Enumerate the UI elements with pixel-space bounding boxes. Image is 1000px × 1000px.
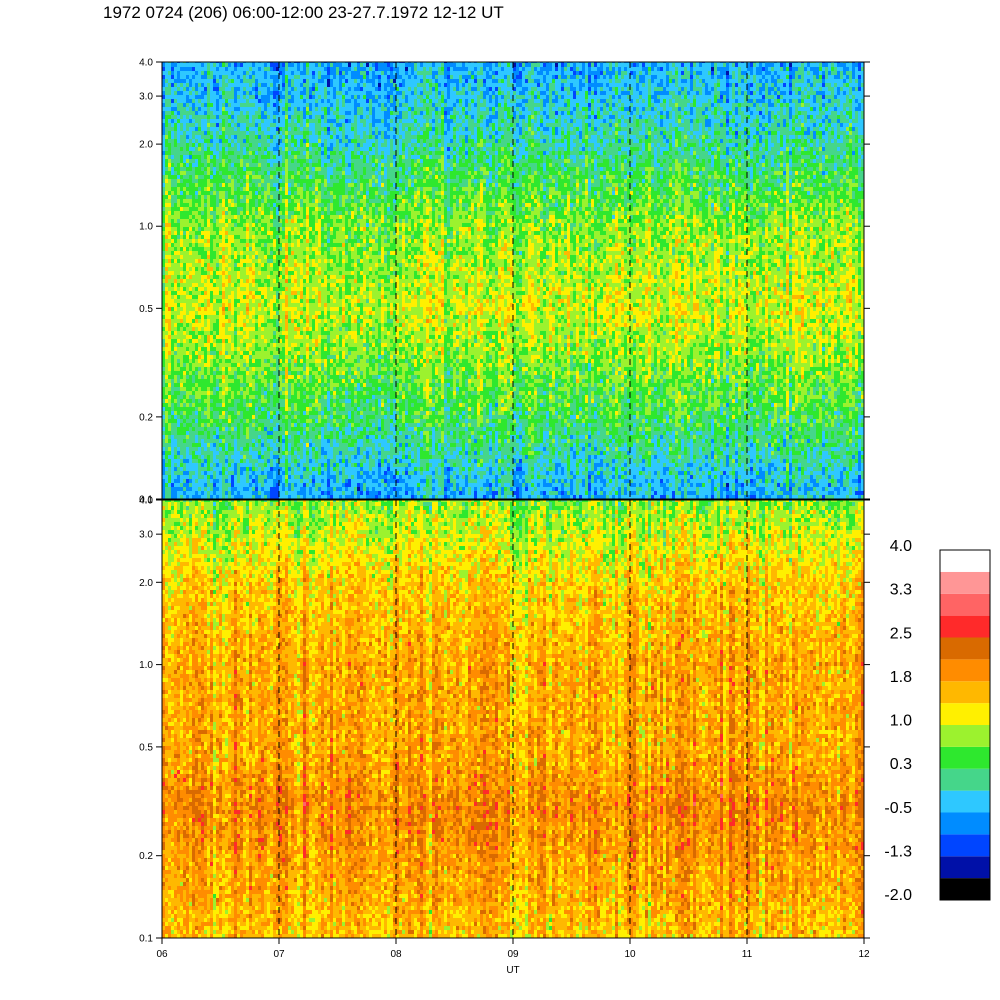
colorbar-swatch bbox=[940, 834, 990, 857]
colorbar-swatch bbox=[940, 703, 990, 725]
x-tick-label: 11 bbox=[742, 949, 753, 960]
y-tick-label: 0.2 bbox=[139, 851, 153, 862]
colorbar-swatch bbox=[940, 812, 990, 835]
colorbar-swatch bbox=[940, 725, 990, 747]
x-tick-label: 08 bbox=[390, 949, 402, 960]
x-axis-label: UT bbox=[506, 965, 519, 976]
y-tick-label: 0.1 bbox=[139, 934, 153, 945]
colorbar-swatch bbox=[940, 856, 990, 879]
colorbar-label: 0.3 bbox=[890, 756, 912, 773]
colorbar-swatch bbox=[940, 768, 990, 791]
colorbar-swatch bbox=[940, 790, 990, 813]
colorbar-swatch bbox=[940, 593, 990, 616]
y-tick-label: 1.0 bbox=[139, 660, 153, 671]
colorbar: 4.0 3.3 2.5 1.8 1.0 0.3 -0.5 -1.3 -2.0 bbox=[884, 538, 991, 904]
heatmap-cells bbox=[162, 500, 864, 938]
y-tick-label: 2.0 bbox=[139, 140, 153, 151]
colorbar-swatch bbox=[940, 637, 990, 660]
colorbar-label: 2.5 bbox=[890, 625, 912, 642]
y-tick-label: 4.0 bbox=[139, 496, 153, 507]
y-tick-label: 0.2 bbox=[139, 412, 153, 423]
x-tick-label: 12 bbox=[858, 949, 870, 960]
y-tick-label: 0.5 bbox=[139, 742, 153, 753]
colorbar-swatch bbox=[940, 878, 990, 900]
y-tick-label: 1.0 bbox=[139, 222, 153, 233]
x-tick-label: 09 bbox=[507, 949, 519, 960]
colorbar-label: 3.3 bbox=[890, 582, 912, 599]
heatmap-cells bbox=[162, 62, 864, 499]
top-panel bbox=[162, 62, 864, 499]
x-tick-label: 10 bbox=[624, 949, 636, 960]
x-tick-label: 07 bbox=[273, 949, 285, 960]
y-tick-label: 2.0 bbox=[139, 578, 153, 589]
colorbar-swatch bbox=[940, 659, 990, 682]
colorbar-swatch bbox=[940, 681, 990, 704]
colorbar-label: -0.5 bbox=[884, 800, 912, 817]
y-tick-label: 0.1 bbox=[139, 495, 153, 506]
y-tick-label: 0.5 bbox=[139, 304, 153, 315]
y-tick-label: 3.0 bbox=[139, 530, 153, 541]
colorbar-frame bbox=[939, 549, 991, 901]
colorbar-label: 4.0 bbox=[890, 538, 912, 555]
colorbar-label: 1.0 bbox=[890, 713, 912, 730]
x-tick-label: 06 bbox=[156, 949, 168, 960]
colorbar-label: 1.8 bbox=[890, 669, 912, 686]
axes: 0.10.20.51.02.03.04.00.10.20.51.02.03.04… bbox=[139, 58, 870, 976]
bottom-panel bbox=[162, 500, 864, 938]
colorbar-swatch bbox=[940, 550, 990, 572]
colorbar-label: -2.0 bbox=[884, 887, 912, 904]
colorbar-swatch bbox=[940, 746, 990, 769]
colorbar-label: -1.3 bbox=[884, 843, 912, 860]
chart-title: 1972 0724 (206) 06:00-12:00 23-27.7.1972… bbox=[103, 3, 504, 23]
colorbar-swatch bbox=[940, 571, 990, 594]
y-tick-label: 3.0 bbox=[139, 92, 153, 103]
y-tick-label: 4.0 bbox=[139, 58, 153, 69]
colorbar-swatch bbox=[940, 615, 990, 638]
